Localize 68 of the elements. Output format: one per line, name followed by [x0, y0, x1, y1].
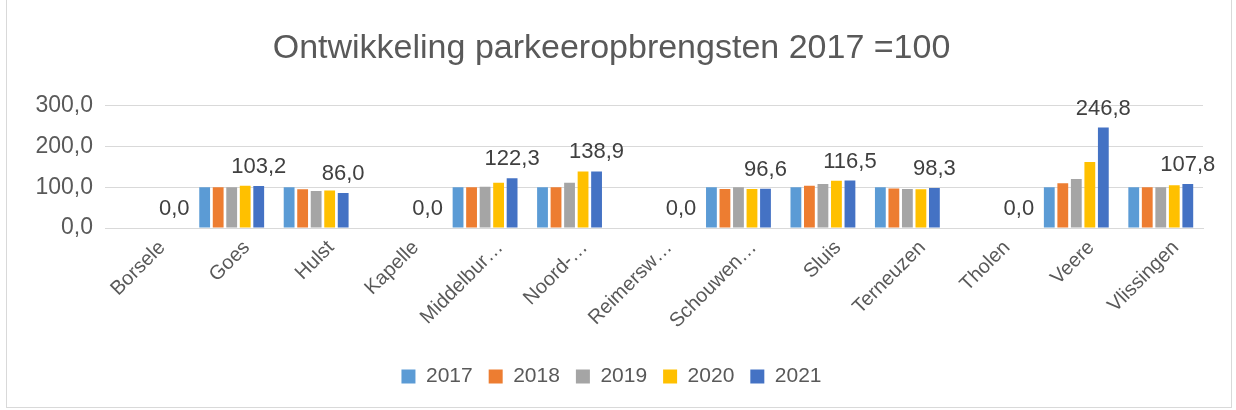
- bar: [1043, 187, 1055, 228]
- bar: [577, 171, 589, 228]
- bar: [790, 187, 802, 228]
- bar: [1168, 185, 1180, 228]
- y-tick-label: 100,0: [35, 172, 93, 199]
- bar: [212, 187, 224, 228]
- bar: [760, 188, 771, 228]
- data-label: 86,0: [321, 160, 365, 186]
- legend-label: 2018: [513, 363, 560, 387]
- data-label: 98,3: [913, 155, 956, 181]
- bar: [706, 187, 717, 228]
- data-label: 0,0: [665, 195, 697, 221]
- legend-label: 2017: [425, 363, 473, 387]
- bar: [452, 187, 464, 228]
- bar: [564, 182, 575, 228]
- bar: [253, 185, 265, 228]
- bar: [1084, 162, 1096, 228]
- data-label: 0,0: [412, 195, 443, 221]
- bar: [1182, 184, 1194, 228]
- data-label: 96,6: [744, 155, 787, 181]
- y-tick-label: 200,0: [35, 131, 93, 158]
- chart-title: Ontwikkeling parkeeropbrengsten 2017 =100: [272, 26, 951, 65]
- data-label: 103,2: [231, 153, 287, 179]
- data-label: 138,9: [569, 138, 625, 164]
- bar: [804, 185, 815, 228]
- bar: [537, 187, 548, 228]
- bar: [226, 187, 238, 228]
- bar: [746, 188, 758, 228]
- bar: [915, 189, 927, 228]
- bar: [337, 192, 349, 228]
- bar: [591, 171, 602, 228]
- bar: [297, 189, 309, 228]
- data-label: 107,8: [1160, 151, 1216, 177]
- bar: [324, 190, 336, 228]
- bar: [1097, 127, 1109, 228]
- legend-label: 2020: [687, 363, 735, 387]
- bar: [719, 188, 731, 228]
- data-label: 122,3: [484, 145, 540, 171]
- data-label: 246,8: [1075, 94, 1131, 120]
- bar: [733, 187, 744, 228]
- bar: [479, 186, 491, 228]
- bar: [310, 190, 322, 228]
- y-tick-label: 300,0: [35, 91, 93, 118]
- bar: [888, 188, 900, 228]
- bar: [550, 187, 562, 228]
- bar: [1057, 183, 1069, 228]
- data-label: 0,0: [158, 195, 190, 221]
- bar: [506, 178, 518, 228]
- legend-label: 2021: [774, 363, 822, 387]
- bar: [874, 187, 886, 228]
- bar: [466, 187, 477, 228]
- legend-label: 2019: [600, 363, 648, 387]
- bar: [1155, 187, 1167, 228]
- bar: [929, 187, 940, 228]
- y-tick-label: 0,0: [61, 213, 93, 240]
- data-label: 116,5: [823, 147, 877, 173]
- bar: [1141, 187, 1153, 228]
- bar: [1070, 179, 1082, 228]
- bar: [844, 180, 856, 228]
- bar: [901, 188, 913, 228]
- bar: [283, 187, 295, 228]
- bar: [493, 182, 504, 228]
- data-label: 0,0: [1003, 195, 1035, 221]
- bar: [1128, 187, 1140, 228]
- bar: [199, 187, 211, 228]
- bar: [239, 185, 251, 228]
- bar: [817, 184, 829, 228]
- bar: [831, 180, 842, 228]
